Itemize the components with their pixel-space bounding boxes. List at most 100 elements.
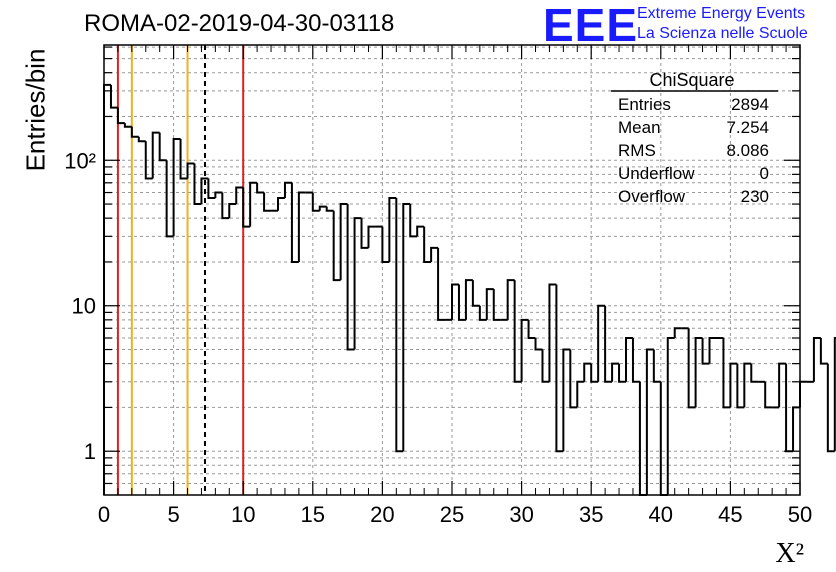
histogram-bin: [652, 349, 661, 383]
histogram-bin: [151, 131, 160, 179]
histogram-bin: [235, 186, 244, 205]
histogram-bin: [332, 210, 341, 282]
stats-label-overflow: Overflow: [618, 187, 686, 206]
x-tick-label: 50: [788, 502, 812, 527]
histogram-bin: [228, 203, 237, 219]
stats-label-entries: Entries: [618, 95, 671, 114]
histogram-bin: [339, 203, 348, 281]
histogram-bin: [409, 204, 418, 238]
y-tick-label: 1: [84, 439, 96, 464]
x-axis-label: X²: [775, 538, 804, 569]
y-tick-label: 10²: [64, 148, 96, 173]
histogram-bin: [513, 280, 522, 383]
histogram-bin: [659, 381, 668, 496]
histogram-bin: [478, 305, 487, 321]
histogram-bin: [778, 362, 787, 408]
histogram-bin: [506, 279, 515, 320]
histogram-bin: [109, 84, 118, 109]
stats-title: ChiSquare: [649, 70, 734, 90]
histogram-bin: [611, 362, 620, 382]
histogram-bin: [123, 123, 132, 128]
histogram-bin: [708, 337, 717, 364]
histogram-bin: [471, 280, 480, 307]
histogram-bin: [833, 337, 836, 452]
histogram-bin: [277, 197, 285, 211]
histogram-bin: [548, 283, 557, 382]
histogram-bin: [527, 319, 536, 340]
stats-label-underflow: Underflow: [618, 164, 695, 183]
histogram-bin: [597, 304, 606, 382]
histogram-bin: [360, 218, 369, 249]
histogram-bin: [416, 225, 425, 237]
eee-logo-line1: Extreme Energy Events: [637, 5, 806, 22]
x-tick-label: 35: [579, 502, 603, 527]
histogram-bin: [103, 83, 111, 495]
histogram-bin: [158, 132, 167, 162]
histogram-bin: [249, 181, 258, 227]
histogram-bin: [520, 318, 529, 382]
histogram-bin: [430, 246, 439, 262]
histogram-bin: [826, 363, 835, 453]
histogram-bin: [645, 348, 654, 495]
histogram-bin: [687, 328, 696, 409]
histogram-bin: [179, 139, 188, 180]
histogram-bin: [165, 160, 174, 238]
stats-value-mean: 7.254: [726, 118, 769, 137]
x-tick-label: 15: [301, 502, 325, 527]
grid-layer: [104, 45, 800, 495]
eee-logo-line2: La Scienza nelle Scuole: [637, 25, 808, 42]
histogram-bin: [346, 204, 355, 351]
histogram-bin: [451, 283, 459, 320]
x-tick-label: 5: [167, 502, 179, 527]
histogram-bin: [130, 126, 139, 138]
stats-value-entries: 2894: [731, 95, 769, 114]
histogram-bin: [485, 288, 494, 320]
histogram-bin: [569, 349, 578, 409]
histogram-bin: [297, 191, 306, 262]
histogram-bin: [541, 349, 550, 383]
histogram-bin: [604, 305, 613, 383]
histogram-bin: [576, 380, 585, 408]
x-tick-label: 20: [370, 502, 394, 527]
stats-box: ChiSquare Entries 2894 Mean 7.254 RMS 8.…: [611, 70, 778, 206]
x-tick-label: 10: [231, 502, 255, 527]
histogram-bin: [172, 138, 181, 237]
histogram-bin: [186, 162, 195, 179]
histogram-bin: [353, 217, 362, 350]
histogram-bin: [562, 348, 571, 452]
histogram-bin: [193, 163, 202, 206]
stats-label-rms: RMS: [618, 141, 656, 160]
histogram-bin: [492, 289, 501, 321]
chart-title: ROMA-02-2019-04-30-03118: [84, 10, 395, 37]
histogram-bin: [242, 187, 251, 228]
histogram-bin: [457, 284, 466, 321]
histogram-bin: [311, 192, 320, 212]
histogram-bin: [625, 337, 633, 382]
histogram-bin: [819, 338, 828, 365]
histogram-bin: [534, 338, 543, 351]
histogram-bin: [792, 406, 800, 452]
histogram-bin: [701, 338, 710, 365]
x-tick-label: 0: [98, 502, 110, 527]
histogram-bin: [736, 363, 745, 409]
marker-lines: [116, 45, 245, 495]
histogram-bin: [729, 362, 738, 408]
eee-logo-mark: EEE: [543, 0, 639, 51]
histogram-bin: [221, 192, 230, 220]
histogram-bin: [256, 182, 265, 194]
histogram-bin: [283, 181, 292, 199]
stats-label-mean: Mean: [618, 118, 661, 137]
histogram-bin: [395, 198, 404, 453]
histogram-bin: [590, 363, 599, 383]
histogram-bin: [388, 197, 397, 262]
histogram-bin: [631, 338, 640, 383]
histogram-bin: [583, 362, 592, 382]
histogram-bin: [694, 337, 703, 408]
histogram-bin: [464, 279, 473, 320]
histogram-bin: [799, 380, 807, 408]
x-tick-label: 40: [649, 502, 673, 527]
stats-value-underflow: 0: [760, 164, 769, 183]
histogram-bin: [200, 177, 209, 205]
y-tick-label: 10: [72, 294, 96, 319]
